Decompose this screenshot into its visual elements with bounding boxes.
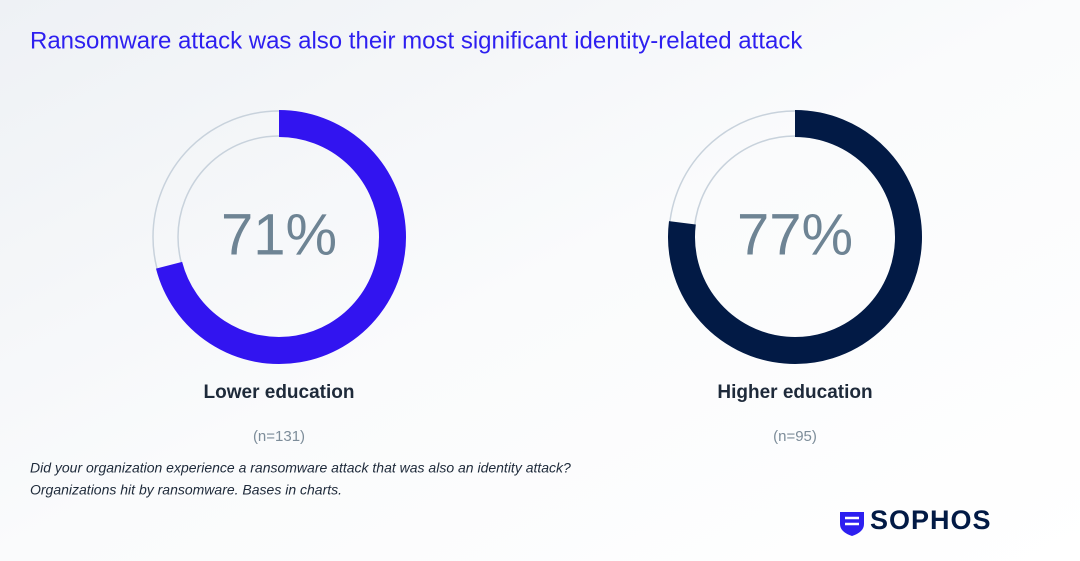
donut-base: (n=131): [253, 428, 305, 445]
donut-label: Higher education: [717, 382, 872, 403]
donut-value-label: 71%: [221, 202, 337, 267]
donut-segment: [155, 110, 406, 364]
donut-label: Lower education: [204, 382, 355, 403]
donut-segment: [668, 110, 922, 364]
footnote: Organizations hit by ransomware. Bases i…: [30, 482, 342, 498]
title: Ransomware attack was also their most si…: [30, 27, 803, 54]
donut-value-label: 77%: [737, 202, 853, 267]
logo-icon-detail: [845, 516, 859, 526]
footnote: Did your organization experience a ranso…: [30, 460, 571, 476]
logo: SOPHOS: [870, 505, 992, 535]
donut-base: (n=95): [773, 428, 817, 445]
